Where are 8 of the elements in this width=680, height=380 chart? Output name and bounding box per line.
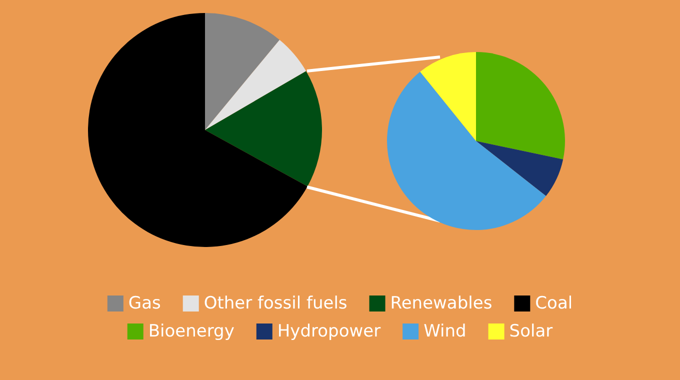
legend-label: Wind xyxy=(424,322,466,342)
legend-label: Bioenergy xyxy=(148,322,234,342)
legend-label: Coal xyxy=(535,294,573,314)
legend-label: Gas xyxy=(128,294,162,314)
legend-label: Other fossil fuels xyxy=(204,294,348,314)
legend-label: Renewables xyxy=(390,294,492,314)
legend-label: Hydropower xyxy=(277,322,381,342)
legend-label: Solar xyxy=(509,322,553,342)
